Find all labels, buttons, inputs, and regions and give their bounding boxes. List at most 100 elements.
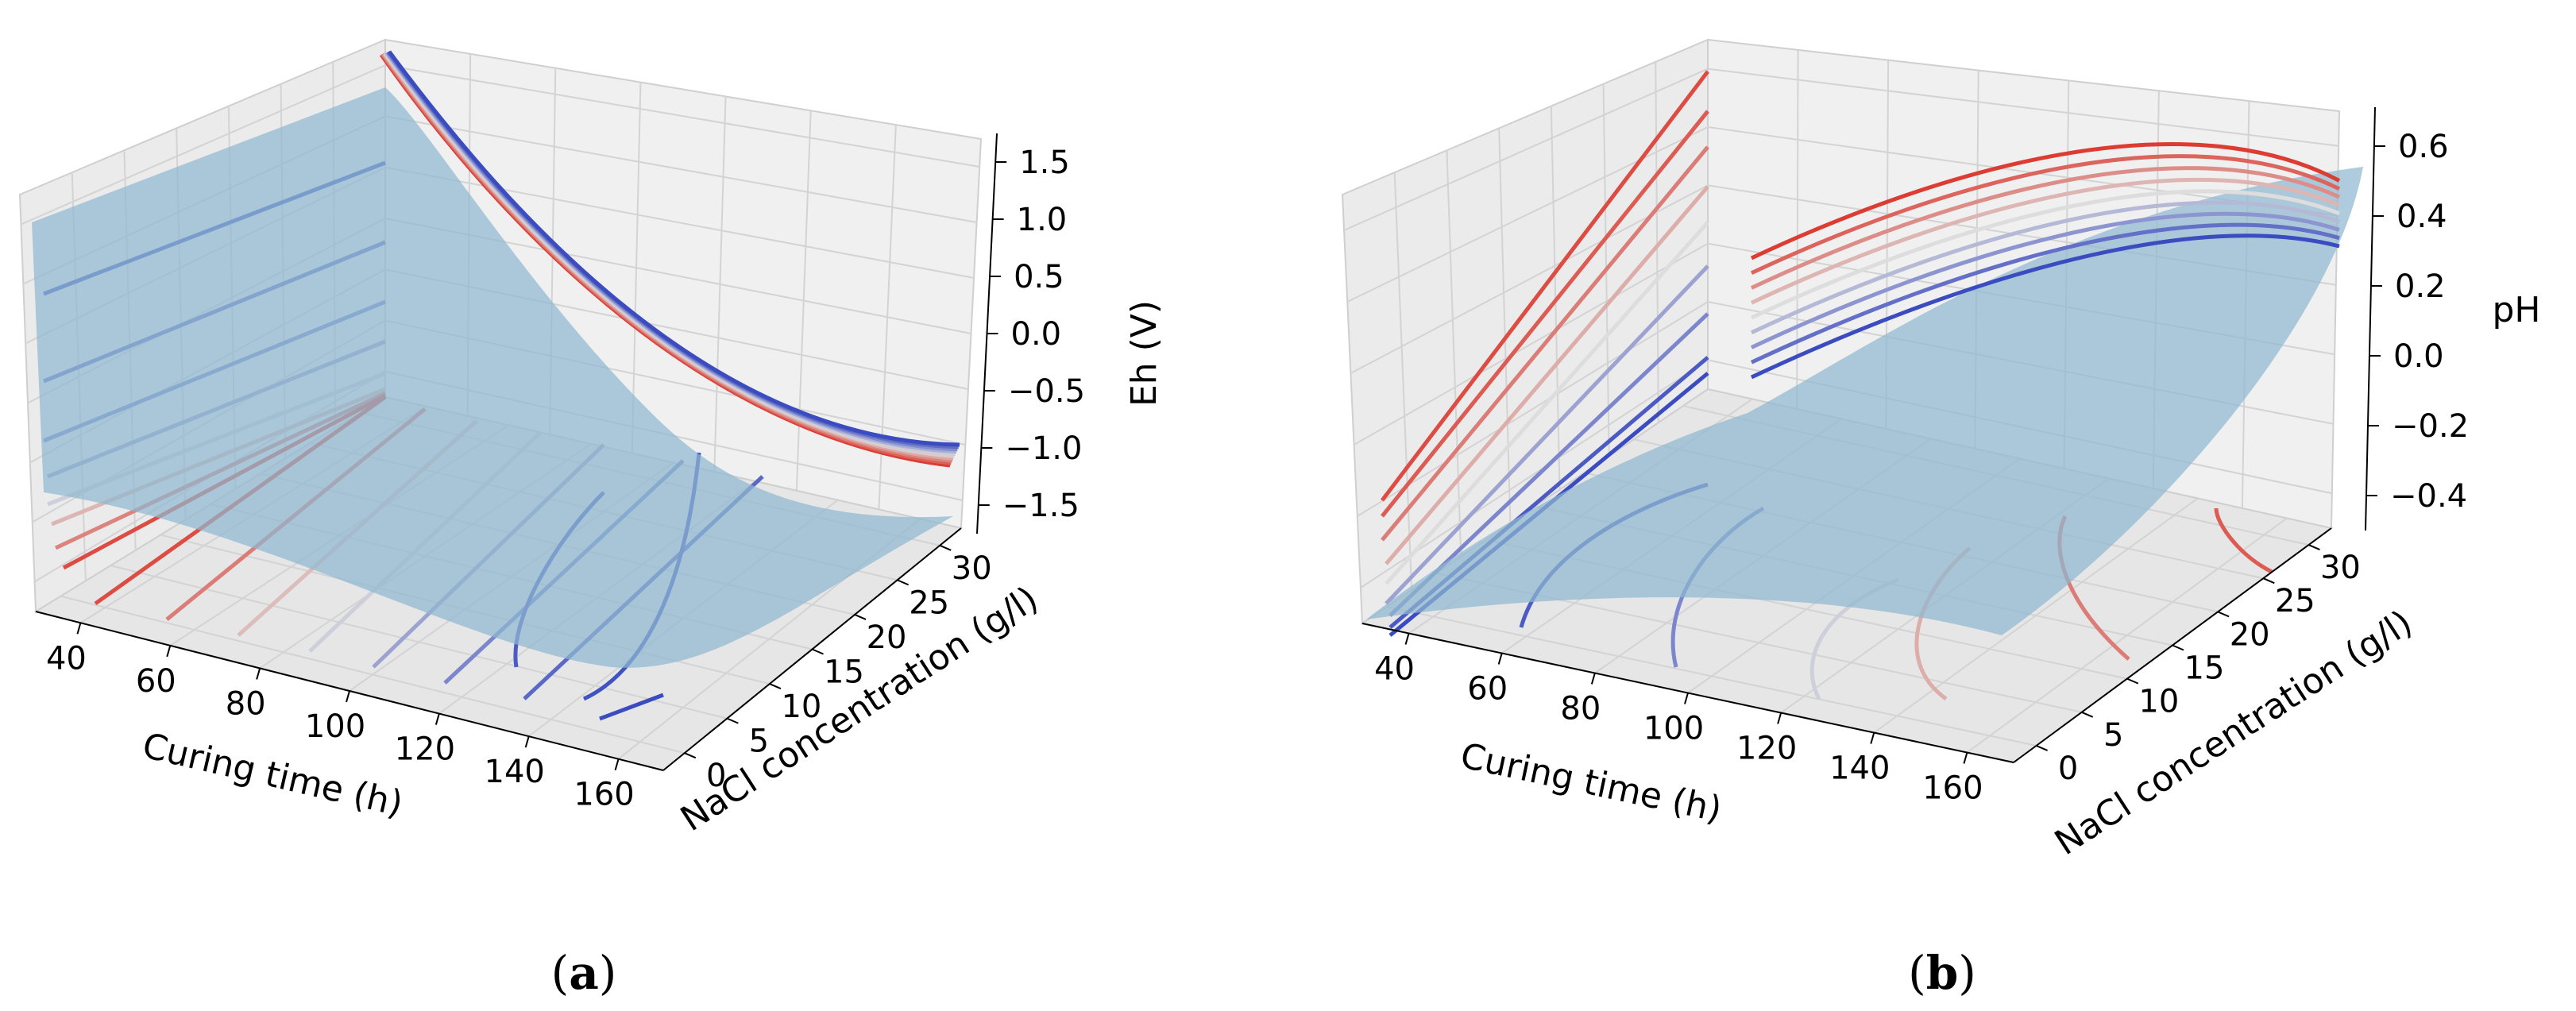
- gridline: [21, 64, 386, 226]
- x-tick-mark: [76, 623, 82, 635]
- z-tick-label: 0.4: [2396, 199, 2447, 235]
- y-tick-mark: [684, 752, 697, 759]
- contour-line: [2214, 507, 2273, 574]
- gridline: [1707, 68, 2339, 147]
- x-tick-label: 40: [46, 640, 87, 677]
- y-tick-mark: [2036, 745, 2048, 751]
- y-tick-mark: [769, 683, 782, 689]
- y-tick-label: 5: [749, 724, 769, 760]
- y-tick-mark: [2081, 711, 2094, 718]
- gridline: [1346, 126, 1709, 303]
- contour-line: [1385, 221, 1709, 585]
- x-tick-mark: [614, 758, 620, 770]
- x-tick-mark: [1777, 712, 1782, 724]
- z-tick-label: 0.6: [2398, 129, 2449, 165]
- y-tick-label: 10: [2138, 684, 2179, 720]
- y-tick-label: 25: [2275, 583, 2315, 619]
- contour-curve: [1750, 211, 2340, 349]
- y-tick-mark: [2262, 577, 2275, 585]
- y-tick-mark: [2126, 677, 2139, 685]
- contour-curve: [1750, 200, 2340, 335]
- z-tick-label: 0.0: [2393, 338, 2444, 375]
- gridline: [384, 115, 977, 223]
- z-tick-label: 0.5: [1014, 259, 1064, 295]
- gridline: [1393, 172, 1413, 590]
- contour-line: [1381, 70, 1709, 502]
- y-tick-mark: [854, 614, 867, 620]
- z-axis-line-b: [2365, 106, 2376, 531]
- x-tick-mark: [1590, 673, 1596, 685]
- y-tick-mark: [2172, 644, 2184, 651]
- y-tick-label: 10: [781, 689, 821, 725]
- y-tick-mark: [726, 717, 739, 724]
- y-tick-label: 0: [2058, 751, 2078, 787]
- z-ticks-a: 1.5 1.0 0.5 0.0 −0.5 −1.0 −1.5: [978, 145, 1085, 524]
- y-tick-mark: [939, 544, 952, 551]
- x-ticks-b: 40 60 80 100 120 140 160: [1374, 633, 1983, 807]
- x-tick-mark: [1963, 752, 1968, 764]
- z-tick-label: 1.5: [1019, 145, 1070, 181]
- y-tick-mark: [812, 648, 824, 655]
- x-tick-mark: [434, 713, 440, 725]
- x-tick-mark: [1404, 633, 1410, 645]
- y-tick-label: 0: [706, 758, 726, 794]
- x-tick-label: 60: [136, 663, 176, 700]
- y-tick-mark: [2217, 611, 2230, 618]
- x-tick-label: 160: [1922, 770, 1983, 807]
- gridline: [1498, 128, 1512, 523]
- z-tick-label: −1.0: [1005, 430, 1082, 467]
- y-tick-label: 15: [824, 654, 864, 691]
- x-tick-label: 100: [305, 708, 365, 745]
- contour-line: [1381, 145, 1709, 542]
- y-tick-mark: [2308, 544, 2320, 550]
- contour-curve: [1750, 233, 2340, 380]
- x-tick-mark: [346, 690, 350, 703]
- gridline: [1873, 497, 2199, 734]
- gridline: [1357, 301, 1709, 517]
- chart-panel-a: 1.5 1.0 0.5 0.0 −0.5 −1.0 −1.5 Eh (V) 40 60 80 10…: [18, 38, 1164, 839]
- y-tick-label: 20: [2230, 616, 2270, 653]
- contour-curve: [1750, 154, 2341, 276]
- z-ticks-b: 0.6 0.4 0.2 0.0 −0.2 −0.4: [2366, 129, 2469, 515]
- contour-curve-bundle-b: [1750, 142, 2341, 380]
- z-tick-label: −0.4: [2390, 478, 2467, 515]
- y-tick-label: 20: [867, 619, 907, 656]
- z-tick-label: 1.0: [1017, 202, 1068, 238]
- gridline: [1966, 517, 2288, 754]
- contour-curve: [1750, 177, 2340, 305]
- gridline: [1354, 242, 1709, 446]
- x-tick-label: 140: [1829, 751, 1890, 787]
- contour-line: [599, 693, 664, 721]
- contour-curve: [1750, 222, 2340, 365]
- y-tick-mark: [897, 579, 910, 586]
- x-tick-label: 140: [485, 754, 545, 790]
- contour-curve: [1750, 189, 2340, 320]
- z-axis-label-a: Eh (V): [1124, 300, 1164, 407]
- contour-line: [1381, 110, 1709, 518]
- z-axis-label-b: pH: [2492, 290, 2540, 330]
- contour-curve: [1750, 142, 2341, 260]
- caption-a: (a): [551, 946, 617, 1000]
- z-tick-label: 0.2: [2395, 268, 2446, 305]
- x-tick-label: 80: [226, 685, 266, 722]
- y-tick-label: 15: [2184, 650, 2225, 687]
- x-tick-mark: [256, 668, 261, 680]
- x-tick-mark: [524, 735, 530, 748]
- y-tick-label: 25: [909, 585, 949, 621]
- chart-panel-b: 0.60.40.20.0−0.2−0.4 pH 4060801001201401…: [1341, 38, 2541, 863]
- x-ticks-a: 40 60 80 100 120 140 160: [46, 623, 635, 813]
- z-tick-label: −0.5: [1008, 373, 1085, 410]
- y-tick-label: 30: [952, 550, 992, 587]
- x-axis-label-a: Curing time (h): [139, 725, 407, 824]
- response-surface-b: [1366, 167, 2363, 635]
- x-tick-label: 60: [1467, 671, 1508, 708]
- z-tick-label: −0.2: [2392, 408, 2469, 445]
- y-tick-label: 30: [2320, 550, 2361, 586]
- contour-line: [1385, 185, 1709, 565]
- x-tick-mark: [1684, 693, 1689, 704]
- contour-curve: [1750, 166, 2341, 290]
- x-tick-mark: [166, 645, 172, 658]
